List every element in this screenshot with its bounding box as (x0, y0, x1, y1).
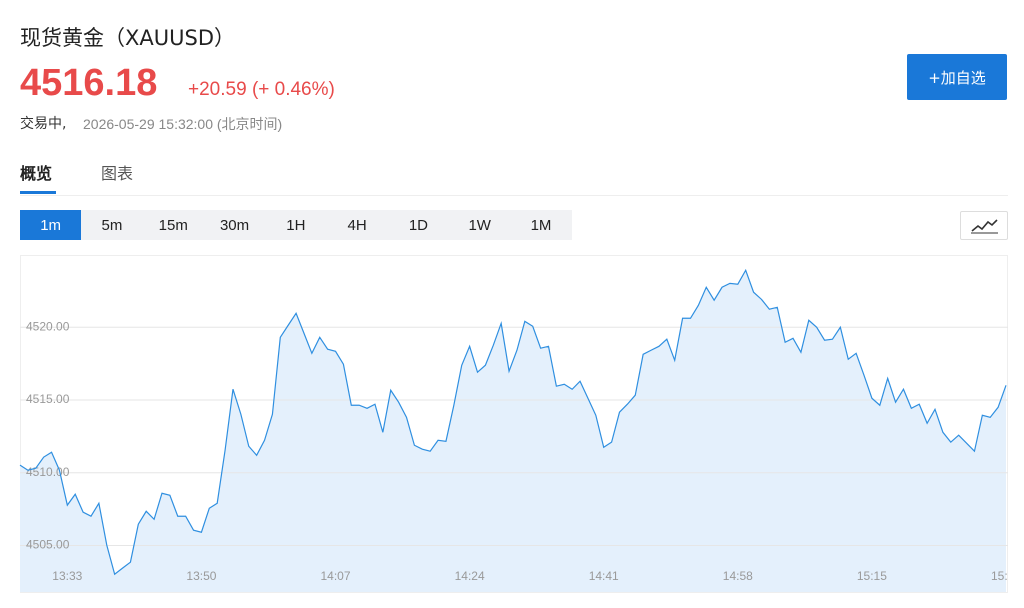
interval-button[interactable]: 15m (158, 216, 188, 234)
x-tick-label: 15:15 (857, 569, 887, 583)
x-tick-label: 14:07 (321, 569, 351, 583)
y-tick-label: 4520.00 (26, 319, 70, 333)
status: 交易中, (20, 116, 67, 132)
interval-button[interactable]: 1M (530, 216, 552, 234)
x-tick-label: 14:24 (455, 569, 485, 583)
tab-underline (20, 191, 56, 194)
interval-bar: 1m 5m 15m 30m 1H 4H 1D 1W 1M (20, 210, 572, 240)
area (20, 270, 1006, 592)
x-tick-label: 13:50 (186, 569, 216, 583)
chart-type-button[interactable] (960, 211, 1008, 240)
price: 4516.18 (20, 62, 158, 104)
y-tick-label: 4505.00 (26, 538, 70, 552)
interval-button[interactable]: 4H (347, 216, 367, 234)
y-tick-label: 4515.00 (26, 392, 70, 406)
interval-button[interactable]: 1H (286, 216, 306, 234)
change: +20.59 (+ 0.46%) (188, 79, 335, 101)
x-tick-label: 13:33 (52, 569, 82, 583)
y-tick-label: 4510.00 (26, 465, 70, 479)
interval-button[interactable]: 30m (219, 216, 250, 234)
change-value: +20.59 (188, 79, 247, 100)
timestamp: 2026-05-29 15:32:00 (北京时间) (83, 116, 283, 132)
separator (20, 195, 1008, 196)
tab[interactable]: 概览 (20, 164, 53, 183)
change-percent: (+ 0.46%) (251, 79, 335, 100)
price-line (19, 268, 1007, 576)
title: 现货黄金（XAUUSD） (20, 26, 235, 50)
x-tick-label: 14:58 (723, 569, 753, 583)
watch-button[interactable]: +加自选 (907, 54, 1007, 100)
interval-button[interactable]: 1W (468, 216, 491, 234)
interval-button[interactable]: 5m (101, 216, 123, 234)
x-tick-label: 15:32 (991, 569, 1008, 583)
chart-type-icon (971, 219, 998, 234)
chart-frame (20, 255, 1008, 593)
interval-button[interactable]: 1m (20, 210, 82, 240)
x-tick-label: 14:41 (589, 569, 619, 583)
tab[interactable]: 图表 (101, 164, 134, 183)
icon-line (971, 219, 998, 232)
interval-button[interactable]: 1D (408, 216, 429, 234)
